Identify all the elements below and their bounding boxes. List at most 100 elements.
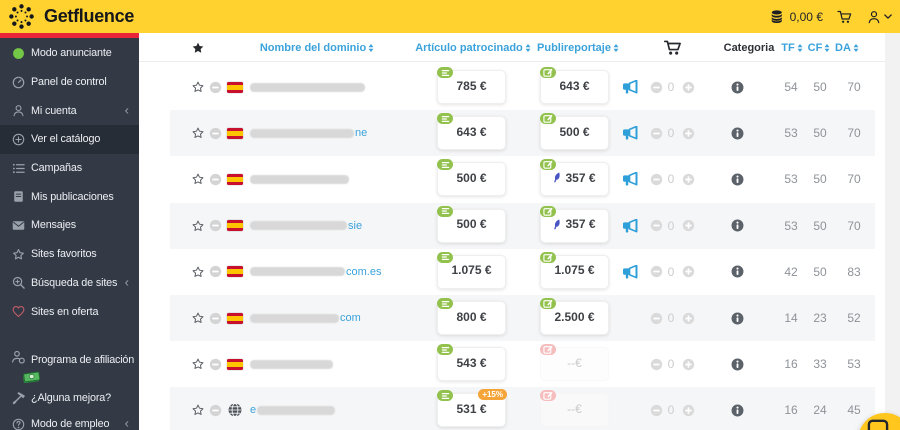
sidebar-item-sites-en-oferta[interactable]: Sites en oferta bbox=[0, 297, 139, 326]
tf-value: 14 bbox=[784, 311, 798, 326]
sponsored-price-card[interactable]: 800 € bbox=[437, 298, 506, 336]
table-row: com.es 1.075 € 1.075 € bbox=[139, 249, 900, 295]
quantity-increase-button[interactable] bbox=[681, 64, 695, 110]
cf-value: 50 bbox=[813, 126, 827, 141]
table-header: Nombre del dominio Artículo patrocinado … bbox=[139, 33, 885, 62]
column-cart[interactable] bbox=[660, 33, 684, 62]
advertorial-cell: 1.075 € bbox=[540, 249, 609, 295]
sort-icon bbox=[824, 44, 830, 52]
announce-button[interactable] bbox=[620, 64, 640, 110]
sponsored-price: 543 € bbox=[456, 355, 487, 370]
announce-button[interactable] bbox=[620, 110, 640, 156]
status-dot-icon bbox=[11, 46, 25, 60]
quantity-increase-button[interactable] bbox=[681, 110, 695, 156]
domain-name[interactable] bbox=[250, 64, 430, 110]
sponsored-price: 531 € bbox=[456, 401, 487, 416]
domain-name[interactable]: com.es bbox=[250, 249, 430, 295]
sponsored-price-card[interactable]: +15% 531 € bbox=[437, 389, 507, 428]
wallet-balance[interactable]: 0,00 € bbox=[770, 10, 823, 24]
quantity-increase-button[interactable] bbox=[681, 295, 695, 341]
announce-button[interactable] bbox=[620, 249, 640, 295]
da-value: 70 bbox=[847, 172, 861, 187]
quantity-increase-button[interactable] bbox=[681, 387, 695, 430]
sidebar-item-modo-anunciante[interactable]: Modo anunciante bbox=[0, 39, 139, 68]
sponsored-price: 500 € bbox=[456, 217, 487, 232]
sponsored-price-card[interactable]: 543 € bbox=[437, 344, 506, 382]
sponsored-price-card[interactable]: 500 € bbox=[437, 205, 506, 243]
info-icon bbox=[731, 219, 744, 232]
advertorial-price-card[interactable]: --€ bbox=[540, 344, 609, 382]
sidebar-item-b-squeda-de-sites[interactable]: Búsqueda de sites ‹ bbox=[0, 269, 139, 298]
sort-icon bbox=[853, 44, 859, 52]
sponsored-price-card[interactable]: 643 € bbox=[437, 113, 506, 151]
advertorial-price-card[interactable]: --€ bbox=[540, 390, 609, 428]
user-menu[interactable] bbox=[867, 10, 892, 24]
announce-button[interactable] bbox=[620, 203, 640, 249]
category-info-button[interactable] bbox=[730, 249, 744, 295]
minus-circle-icon bbox=[209, 81, 222, 94]
sidebar-item-alguna-mejora[interactable]: ¿Alguna mejora? bbox=[0, 384, 139, 413]
sidebar-item-panel-de-control[interactable]: Panel de control bbox=[0, 68, 139, 97]
domain-name[interactable] bbox=[250, 341, 430, 387]
column-favorite[interactable] bbox=[186, 33, 210, 62]
quantity-increase-button[interactable] bbox=[681, 203, 695, 249]
cart-icon[interactable] bbox=[837, 10, 852, 24]
plus-circle-icon bbox=[682, 404, 695, 417]
sidebar-item-modo-de-empleo[interactable]: Modo de empleo ‹ bbox=[0, 410, 139, 430]
sidebar-item-campa-as[interactable]: Campañas bbox=[0, 154, 139, 183]
category-info-button[interactable] bbox=[730, 295, 744, 341]
domain-name[interactable]: ne bbox=[250, 110, 430, 156]
sidebar-item-mensajes[interactable]: Mensajes bbox=[0, 211, 139, 240]
column-domain-label: Nombre del dominio bbox=[259, 41, 367, 54]
advertorial-price-card[interactable]: 643 € bbox=[540, 67, 609, 105]
sponsored-price-card[interactable]: 785 € bbox=[437, 67, 506, 105]
sidebar-item-mis-publicaciones[interactable]: Mis publicaciones bbox=[0, 182, 139, 211]
sidebar-item-programa-de-afiliacion[interactable]: Programa de afiliación bbox=[0, 342, 139, 384]
category-info-button[interactable] bbox=[730, 387, 744, 430]
domain-name[interactable]: e bbox=[250, 387, 430, 430]
column-da[interactable]: DA bbox=[835, 33, 859, 62]
advertorial-price-card[interactable]: 500 € bbox=[540, 113, 609, 151]
category-info-button[interactable] bbox=[730, 341, 744, 387]
chat-button[interactable] bbox=[858, 413, 900, 430]
announce-button[interactable] bbox=[620, 156, 640, 202]
chevron-left-icon: ‹ bbox=[124, 415, 129, 430]
sidebar-item-mi-cuenta[interactable]: Mi cuenta ‹ bbox=[0, 96, 139, 125]
column-tf[interactable]: TF bbox=[780, 33, 804, 62]
sidebar-item-sites-favoritos[interactable]: Sites favoritos bbox=[0, 240, 139, 269]
scrollbar[interactable] bbox=[885, 33, 900, 430]
domain-name[interactable]: com bbox=[250, 295, 430, 341]
domain-name[interactable] bbox=[250, 156, 430, 202]
quantity-increase-button[interactable] bbox=[681, 249, 695, 295]
category-info-button[interactable] bbox=[730, 203, 744, 249]
article-badge-icon bbox=[437, 344, 453, 356]
category-info-button[interactable] bbox=[730, 156, 744, 202]
advertorial-price-card[interactable]: 357 € bbox=[540, 159, 609, 197]
advertorial-price-card[interactable]: 357 € bbox=[540, 205, 609, 243]
advertorial-price-card[interactable]: 2.500 € bbox=[540, 298, 609, 336]
sponsored-price-card[interactable]: 500 € bbox=[437, 159, 506, 197]
tf-value: 53 bbox=[784, 218, 798, 233]
article-badge-icon bbox=[437, 390, 453, 402]
category-info-button[interactable] bbox=[730, 64, 744, 110]
minus-circle-icon bbox=[209, 219, 222, 232]
discount-badge: +15% bbox=[478, 389, 507, 401]
sidebar-item-ver-el-cat-logo[interactable]: Ver el catálogo bbox=[0, 125, 139, 154]
column-advertorial[interactable]: Publireportaje bbox=[533, 33, 623, 62]
advertorial-cell: 500 € bbox=[540, 110, 609, 156]
plus-circle-icon bbox=[682, 127, 695, 140]
megaphone-icon bbox=[622, 172, 638, 186]
domain-name[interactable]: sie bbox=[250, 203, 430, 249]
article-badge-icon bbox=[437, 159, 453, 171]
sponsored-price-card[interactable]: 1.075 € bbox=[437, 251, 506, 289]
column-sponsored-article[interactable]: Artículo patrocinado bbox=[413, 33, 533, 62]
quantity-increase-button[interactable] bbox=[681, 156, 695, 202]
category-info-button[interactable] bbox=[730, 110, 744, 156]
quantity-increase-button[interactable] bbox=[681, 341, 695, 387]
country-flag bbox=[223, 156, 247, 202]
advertorial-price-card[interactable]: 1.075 € bbox=[540, 251, 609, 289]
column-cf[interactable]: CF bbox=[807, 33, 831, 62]
domain-redacted-bar bbox=[257, 405, 336, 415]
column-domain[interactable]: Nombre del dominio bbox=[247, 33, 387, 62]
